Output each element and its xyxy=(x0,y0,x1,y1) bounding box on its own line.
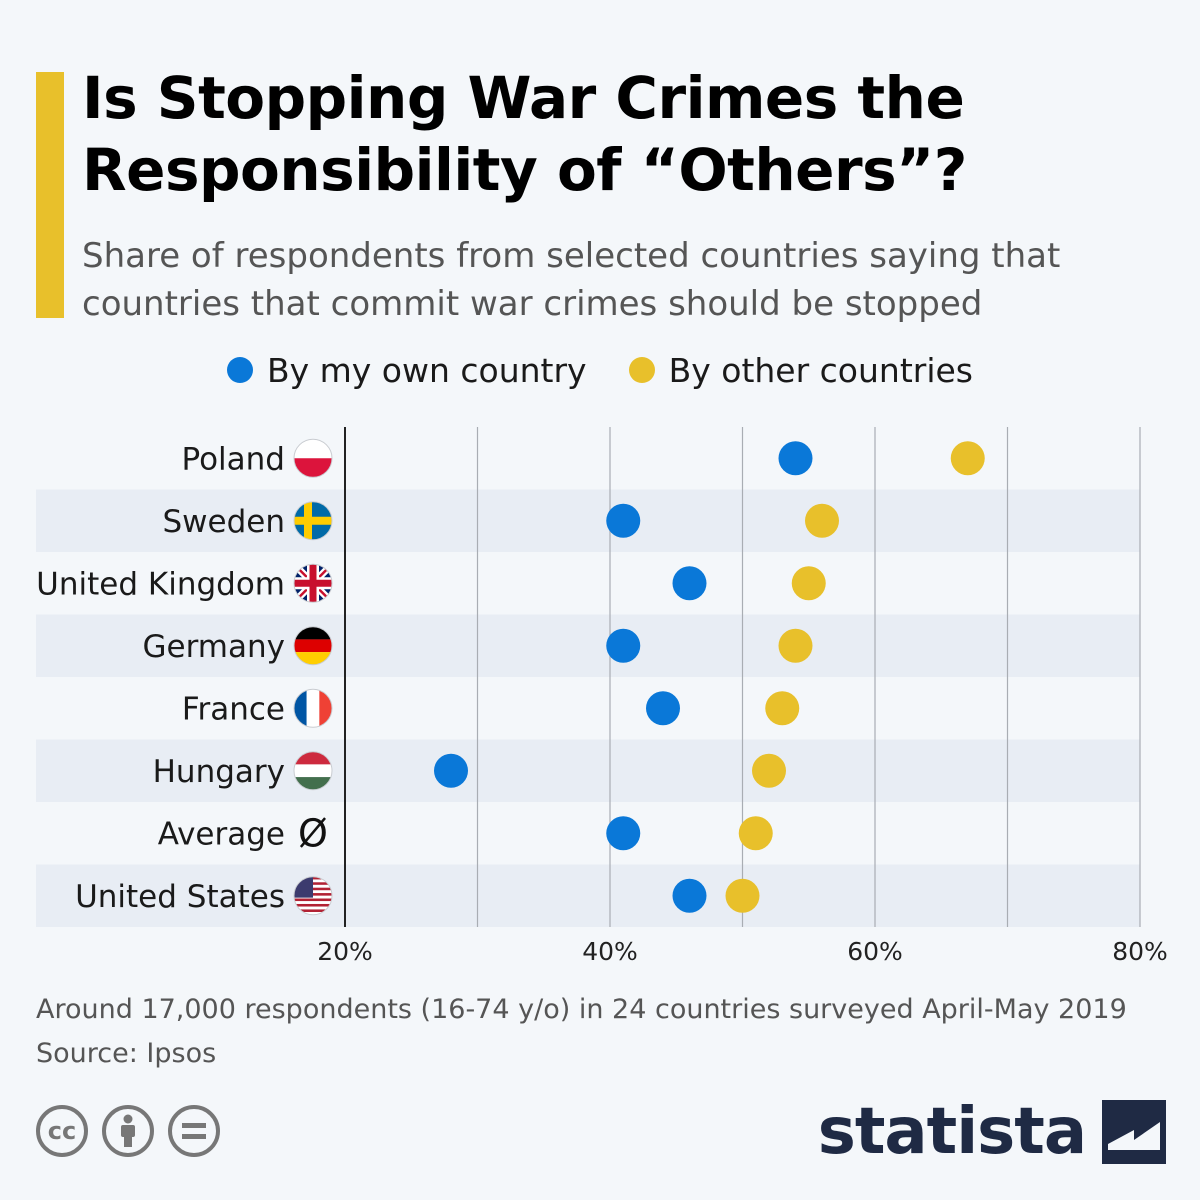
dot-own-country xyxy=(606,503,641,538)
category-label: Hungary xyxy=(153,754,285,790)
flag-ring xyxy=(293,688,333,728)
no-derivatives-icon[interactable] xyxy=(168,1105,220,1157)
category-label: France xyxy=(182,691,285,727)
dot-other-countries xyxy=(805,503,839,538)
x-tick-label: 60% xyxy=(847,937,903,966)
chart-title: Is Stopping War Crimes the Responsibilit… xyxy=(82,64,967,204)
dot-other-countries xyxy=(725,878,760,913)
attribution-icon[interactable] xyxy=(102,1105,154,1157)
average-symbol: Ø xyxy=(298,811,328,855)
dot-other-countries xyxy=(791,566,826,601)
category-label: Sweden xyxy=(162,504,285,540)
sweden-flag-icon xyxy=(294,501,332,540)
flag-ring xyxy=(293,563,333,603)
row-band xyxy=(36,864,1140,927)
dot-own-country xyxy=(646,691,680,726)
dot-other-countries xyxy=(765,691,800,726)
footnote-respondents: Around 17,000 respondents (16-74 y/o) in… xyxy=(36,994,1127,1025)
category-label: United Kingdom xyxy=(36,566,285,602)
title-accent-bar xyxy=(36,72,64,318)
flag-ring xyxy=(293,876,333,916)
brand-name: statista xyxy=(817,1095,1087,1169)
legend-item-other-countries: By other countries xyxy=(628,350,973,390)
dot-other-countries xyxy=(738,816,773,851)
row-band xyxy=(36,614,1140,677)
license-icons: cc xyxy=(36,1105,220,1157)
statista-mark-icon xyxy=(1102,1100,1166,1164)
dot-plot-chart: 20% 40% 60% 80% Poland Sweden United Kingdom Ge… xyxy=(36,427,1168,966)
creative-commons-icon[interactable]: cc xyxy=(36,1105,88,1157)
dot-own-country xyxy=(672,566,707,601)
legend-item-own-country: By my own country xyxy=(226,350,587,390)
dot-own-country xyxy=(606,628,641,663)
x-tick-label: 80% xyxy=(1112,937,1168,966)
row-band xyxy=(36,739,1140,802)
legend-swatch-own-country xyxy=(226,357,253,383)
germany-flag-icon xyxy=(294,626,332,665)
flag-ring xyxy=(293,438,333,478)
footnote-source: Source: Ipsos xyxy=(36,1038,217,1069)
legend-label-other-countries: By other countries xyxy=(668,350,973,390)
dot-own-country xyxy=(778,441,813,476)
category-label: Poland xyxy=(182,441,286,477)
poland-flag-icon xyxy=(294,439,332,478)
chart-subtitle: Share of respondents from selected count… xyxy=(82,236,1061,324)
x-tick-label: 20% xyxy=(317,937,373,966)
dot-own-country xyxy=(606,816,641,851)
category-label: Average xyxy=(158,816,285,852)
legend-swatch-other-countries xyxy=(628,357,655,383)
row-band xyxy=(36,489,1140,552)
flag-ring xyxy=(293,501,333,541)
legend: By my own country By other countries xyxy=(0,346,1200,394)
uk-flag-icon xyxy=(294,564,332,603)
dot-other-countries xyxy=(778,628,813,663)
category-label: Germany xyxy=(143,629,285,665)
dot-own-country xyxy=(672,878,707,913)
statista-logo[interactable]: statista xyxy=(818,1092,1166,1172)
flag-ring xyxy=(293,626,333,666)
category-label: United States xyxy=(75,879,285,915)
flag-ring xyxy=(293,751,333,791)
x-tick-label: 40% xyxy=(582,937,638,966)
dot-own-country xyxy=(434,753,468,788)
france-flag-icon xyxy=(294,689,332,728)
dot-other-countries xyxy=(752,753,786,788)
hungary-flag-icon xyxy=(294,751,332,790)
legend-label-own-country: By my own country xyxy=(266,350,587,390)
footnote: Around 17,000 respondents (16-74 y/o) in… xyxy=(36,988,1176,1076)
dot-other-countries xyxy=(950,441,985,476)
